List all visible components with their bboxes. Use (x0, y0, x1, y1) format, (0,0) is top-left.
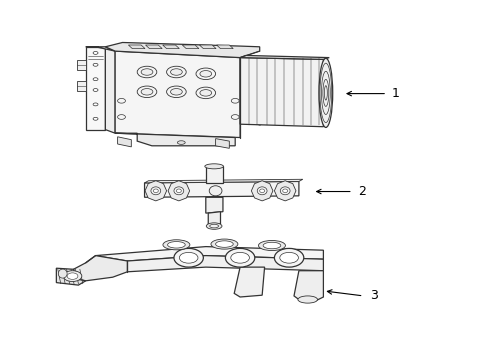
Polygon shape (105, 47, 115, 133)
Ellipse shape (168, 242, 185, 248)
Ellipse shape (153, 189, 158, 193)
Polygon shape (234, 267, 265, 297)
Polygon shape (240, 55, 329, 59)
Ellipse shape (259, 240, 285, 251)
Polygon shape (115, 51, 240, 138)
Polygon shape (86, 47, 115, 51)
Ellipse shape (141, 69, 153, 75)
Ellipse shape (93, 89, 98, 91)
Ellipse shape (283, 189, 288, 193)
Ellipse shape (280, 187, 290, 195)
Ellipse shape (58, 269, 67, 278)
Ellipse shape (179, 252, 198, 263)
Polygon shape (118, 137, 131, 147)
Polygon shape (206, 166, 223, 183)
Polygon shape (294, 271, 323, 301)
Ellipse shape (231, 252, 249, 263)
Ellipse shape (118, 99, 125, 103)
Ellipse shape (206, 223, 222, 229)
Ellipse shape (63, 271, 82, 282)
Ellipse shape (141, 89, 153, 95)
Ellipse shape (263, 242, 281, 249)
Polygon shape (105, 42, 260, 58)
Text: 3: 3 (370, 289, 378, 302)
Ellipse shape (298, 296, 318, 303)
Ellipse shape (280, 252, 298, 263)
Text: 2: 2 (358, 185, 366, 198)
Ellipse shape (205, 164, 223, 169)
Ellipse shape (211, 239, 238, 249)
Polygon shape (146, 45, 162, 49)
Polygon shape (145, 181, 167, 201)
Ellipse shape (253, 57, 267, 125)
Ellipse shape (177, 141, 185, 144)
Ellipse shape (196, 68, 216, 80)
Ellipse shape (171, 69, 182, 75)
Ellipse shape (118, 114, 125, 120)
Ellipse shape (93, 51, 98, 54)
Text: 1: 1 (392, 87, 400, 100)
Polygon shape (77, 60, 86, 70)
Polygon shape (240, 58, 323, 127)
Polygon shape (217, 45, 233, 49)
Ellipse shape (200, 71, 212, 77)
Polygon shape (115, 133, 235, 146)
Ellipse shape (137, 66, 157, 78)
Polygon shape (182, 45, 199, 49)
Ellipse shape (67, 273, 78, 279)
Ellipse shape (93, 63, 98, 66)
Polygon shape (128, 45, 145, 49)
Ellipse shape (319, 58, 333, 127)
Polygon shape (216, 139, 229, 148)
Ellipse shape (167, 66, 186, 78)
Ellipse shape (93, 78, 98, 81)
Polygon shape (77, 81, 86, 91)
Polygon shape (145, 179, 303, 183)
Ellipse shape (216, 241, 233, 247)
Polygon shape (206, 197, 223, 213)
Ellipse shape (93, 117, 98, 120)
Ellipse shape (225, 248, 255, 267)
Polygon shape (168, 181, 190, 201)
Polygon shape (274, 181, 296, 201)
Polygon shape (74, 256, 127, 281)
Polygon shape (199, 45, 216, 49)
Ellipse shape (163, 240, 190, 250)
Polygon shape (127, 256, 323, 272)
Ellipse shape (176, 189, 181, 193)
Polygon shape (56, 268, 86, 285)
Ellipse shape (167, 86, 186, 98)
Ellipse shape (209, 186, 222, 196)
Polygon shape (145, 181, 299, 197)
Ellipse shape (200, 90, 212, 96)
Ellipse shape (257, 187, 267, 195)
Polygon shape (251, 181, 273, 201)
Ellipse shape (174, 187, 184, 195)
Ellipse shape (210, 224, 219, 228)
Polygon shape (96, 247, 323, 261)
Ellipse shape (93, 103, 98, 106)
Ellipse shape (274, 248, 304, 267)
Ellipse shape (231, 114, 239, 120)
Ellipse shape (171, 89, 182, 95)
Ellipse shape (260, 189, 265, 193)
Ellipse shape (231, 99, 239, 103)
Ellipse shape (137, 86, 157, 98)
Ellipse shape (174, 248, 203, 267)
Ellipse shape (196, 87, 216, 99)
Polygon shape (208, 212, 220, 225)
Polygon shape (163, 45, 179, 49)
Ellipse shape (151, 187, 161, 195)
Polygon shape (86, 47, 105, 130)
